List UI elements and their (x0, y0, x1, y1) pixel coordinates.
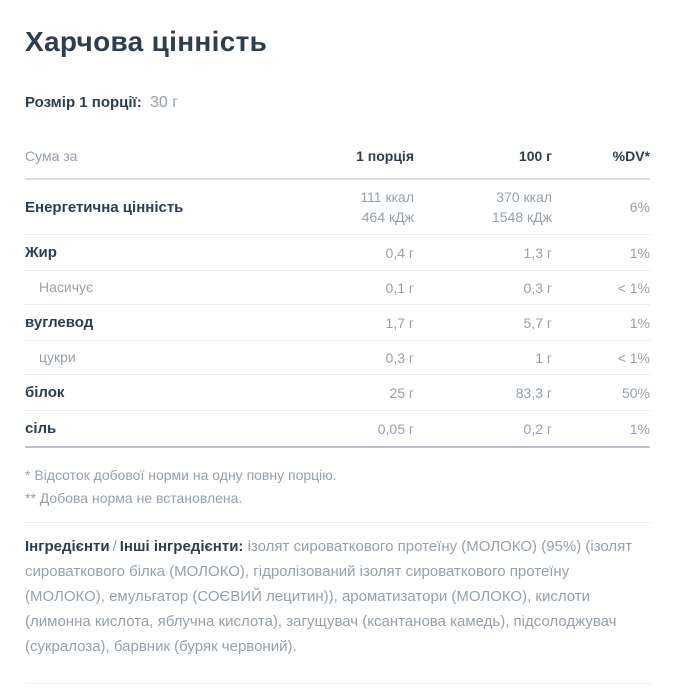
row-label: Жир (25, 244, 57, 261)
header-per-serving: 1 порція (356, 148, 414, 164)
row-per-100g: 0,3 г (523, 279, 552, 296)
ingredients-text: ізолят сироваткового протеїну (МОЛОКО) (… (25, 538, 633, 655)
nutrition-panel: Харчова цінність Розмір 1 порції: 30 г С… (25, 26, 650, 700)
row-label: білок (25, 384, 65, 401)
row-per-serving: 111 ккал 464 кДж (360, 189, 414, 225)
footnote-no-norm: ** Добова норма не встановлена. (25, 490, 243, 506)
row-per-serving: 0,1 г (385, 279, 414, 296)
header-amount-per: Сума за (25, 148, 78, 164)
table-row-sugars: цукри 0,3 г 1 г < 1% (25, 341, 650, 375)
serving-size-line: Розмір 1 порції: 30 г (25, 94, 650, 112)
row-per-100g: 5,7 г (523, 314, 552, 331)
table-row-salt: сіль 0,05 г 0,2 г 1% (25, 411, 650, 448)
row-label: сіль (25, 420, 57, 437)
slash-separator: / (112, 538, 117, 555)
allergens-label: Алергени (25, 698, 96, 700)
divider (25, 683, 650, 684)
row-dv: 1% (629, 314, 650, 331)
divider (25, 522, 650, 523)
allergens-text: Може містити: глютен, яйце, горіхи та ар… (225, 698, 538, 700)
row-dv: < 1% (617, 349, 650, 366)
header-per-100g: 100 г (518, 148, 552, 164)
allergens-section: Алергени/Попередження: Може містити: глю… (25, 684, 650, 700)
row-per-serving: 25 г (389, 384, 414, 401)
table-row-saturated: Насичує 0,1 г 0,3 г < 1% (25, 271, 650, 305)
row-dv: < 1% (617, 279, 650, 296)
serving-size-value: 30 г (149, 94, 179, 111)
row-per-serving: 0,3 г (385, 349, 414, 366)
serving-size-label: Розмір 1 порції: (25, 94, 142, 111)
nutrition-table: Сума за 1 порція 100 г %DV* Енергетична … (25, 138, 650, 448)
row-dv: 6% (629, 199, 650, 215)
footnotes: * Відсоток добової норми на одну повну п… (25, 464, 650, 510)
footnote-daily-value: * Відсоток добової норми на одну повну п… (25, 467, 337, 483)
row-per-100g: 370 ккал 1548 кДж (491, 189, 552, 225)
row-per-100g: 83,3 г (515, 384, 552, 401)
row-per-serving: 0,4 г (385, 244, 414, 261)
other-ingredients-label: Інші інгредієнти: (119, 538, 244, 555)
table-row-protein: білок 25 г 83,3 г 50% (25, 375, 650, 411)
row-label: вуглевод (25, 314, 94, 331)
table-row-energy: Енергетична цінність 111 ккал 464 кДж 37… (25, 180, 650, 235)
row-label: Насичує (39, 279, 94, 295)
table-row-carbs: вуглевод 1,7 г 5,7 г 1% (25, 305, 650, 341)
row-per-serving: 1,7 г (385, 314, 414, 331)
row-dv: 1% (629, 244, 650, 261)
row-per-serving: 0,05 г (377, 420, 414, 437)
warnings-label: Попередження: (106, 698, 221, 700)
row-per-100g: 0,2 г (523, 420, 552, 437)
table-header-row: Сума за 1 порція 100 г %DV* (25, 138, 650, 180)
row-dv: 1% (629, 420, 650, 437)
row-label: цукри (39, 349, 76, 365)
table-row-fat: Жир 0,4 г 1,3 г 1% (25, 235, 650, 271)
row-dv: 50% (621, 384, 650, 401)
row-per-100g: 1,3 г (523, 244, 552, 261)
header-dv: %DV* (612, 148, 650, 164)
ingredients-label: Інгредієнти (25, 538, 110, 555)
slash-separator: / (96, 698, 106, 700)
row-per-100g: 1 г (535, 349, 552, 366)
ingredients-section: Інгредієнти / Інші інгредієнти: ізолят сир… (25, 523, 650, 671)
row-label: Енергетична цінність (25, 198, 184, 216)
page-title: Харчова цінність (25, 26, 268, 57)
